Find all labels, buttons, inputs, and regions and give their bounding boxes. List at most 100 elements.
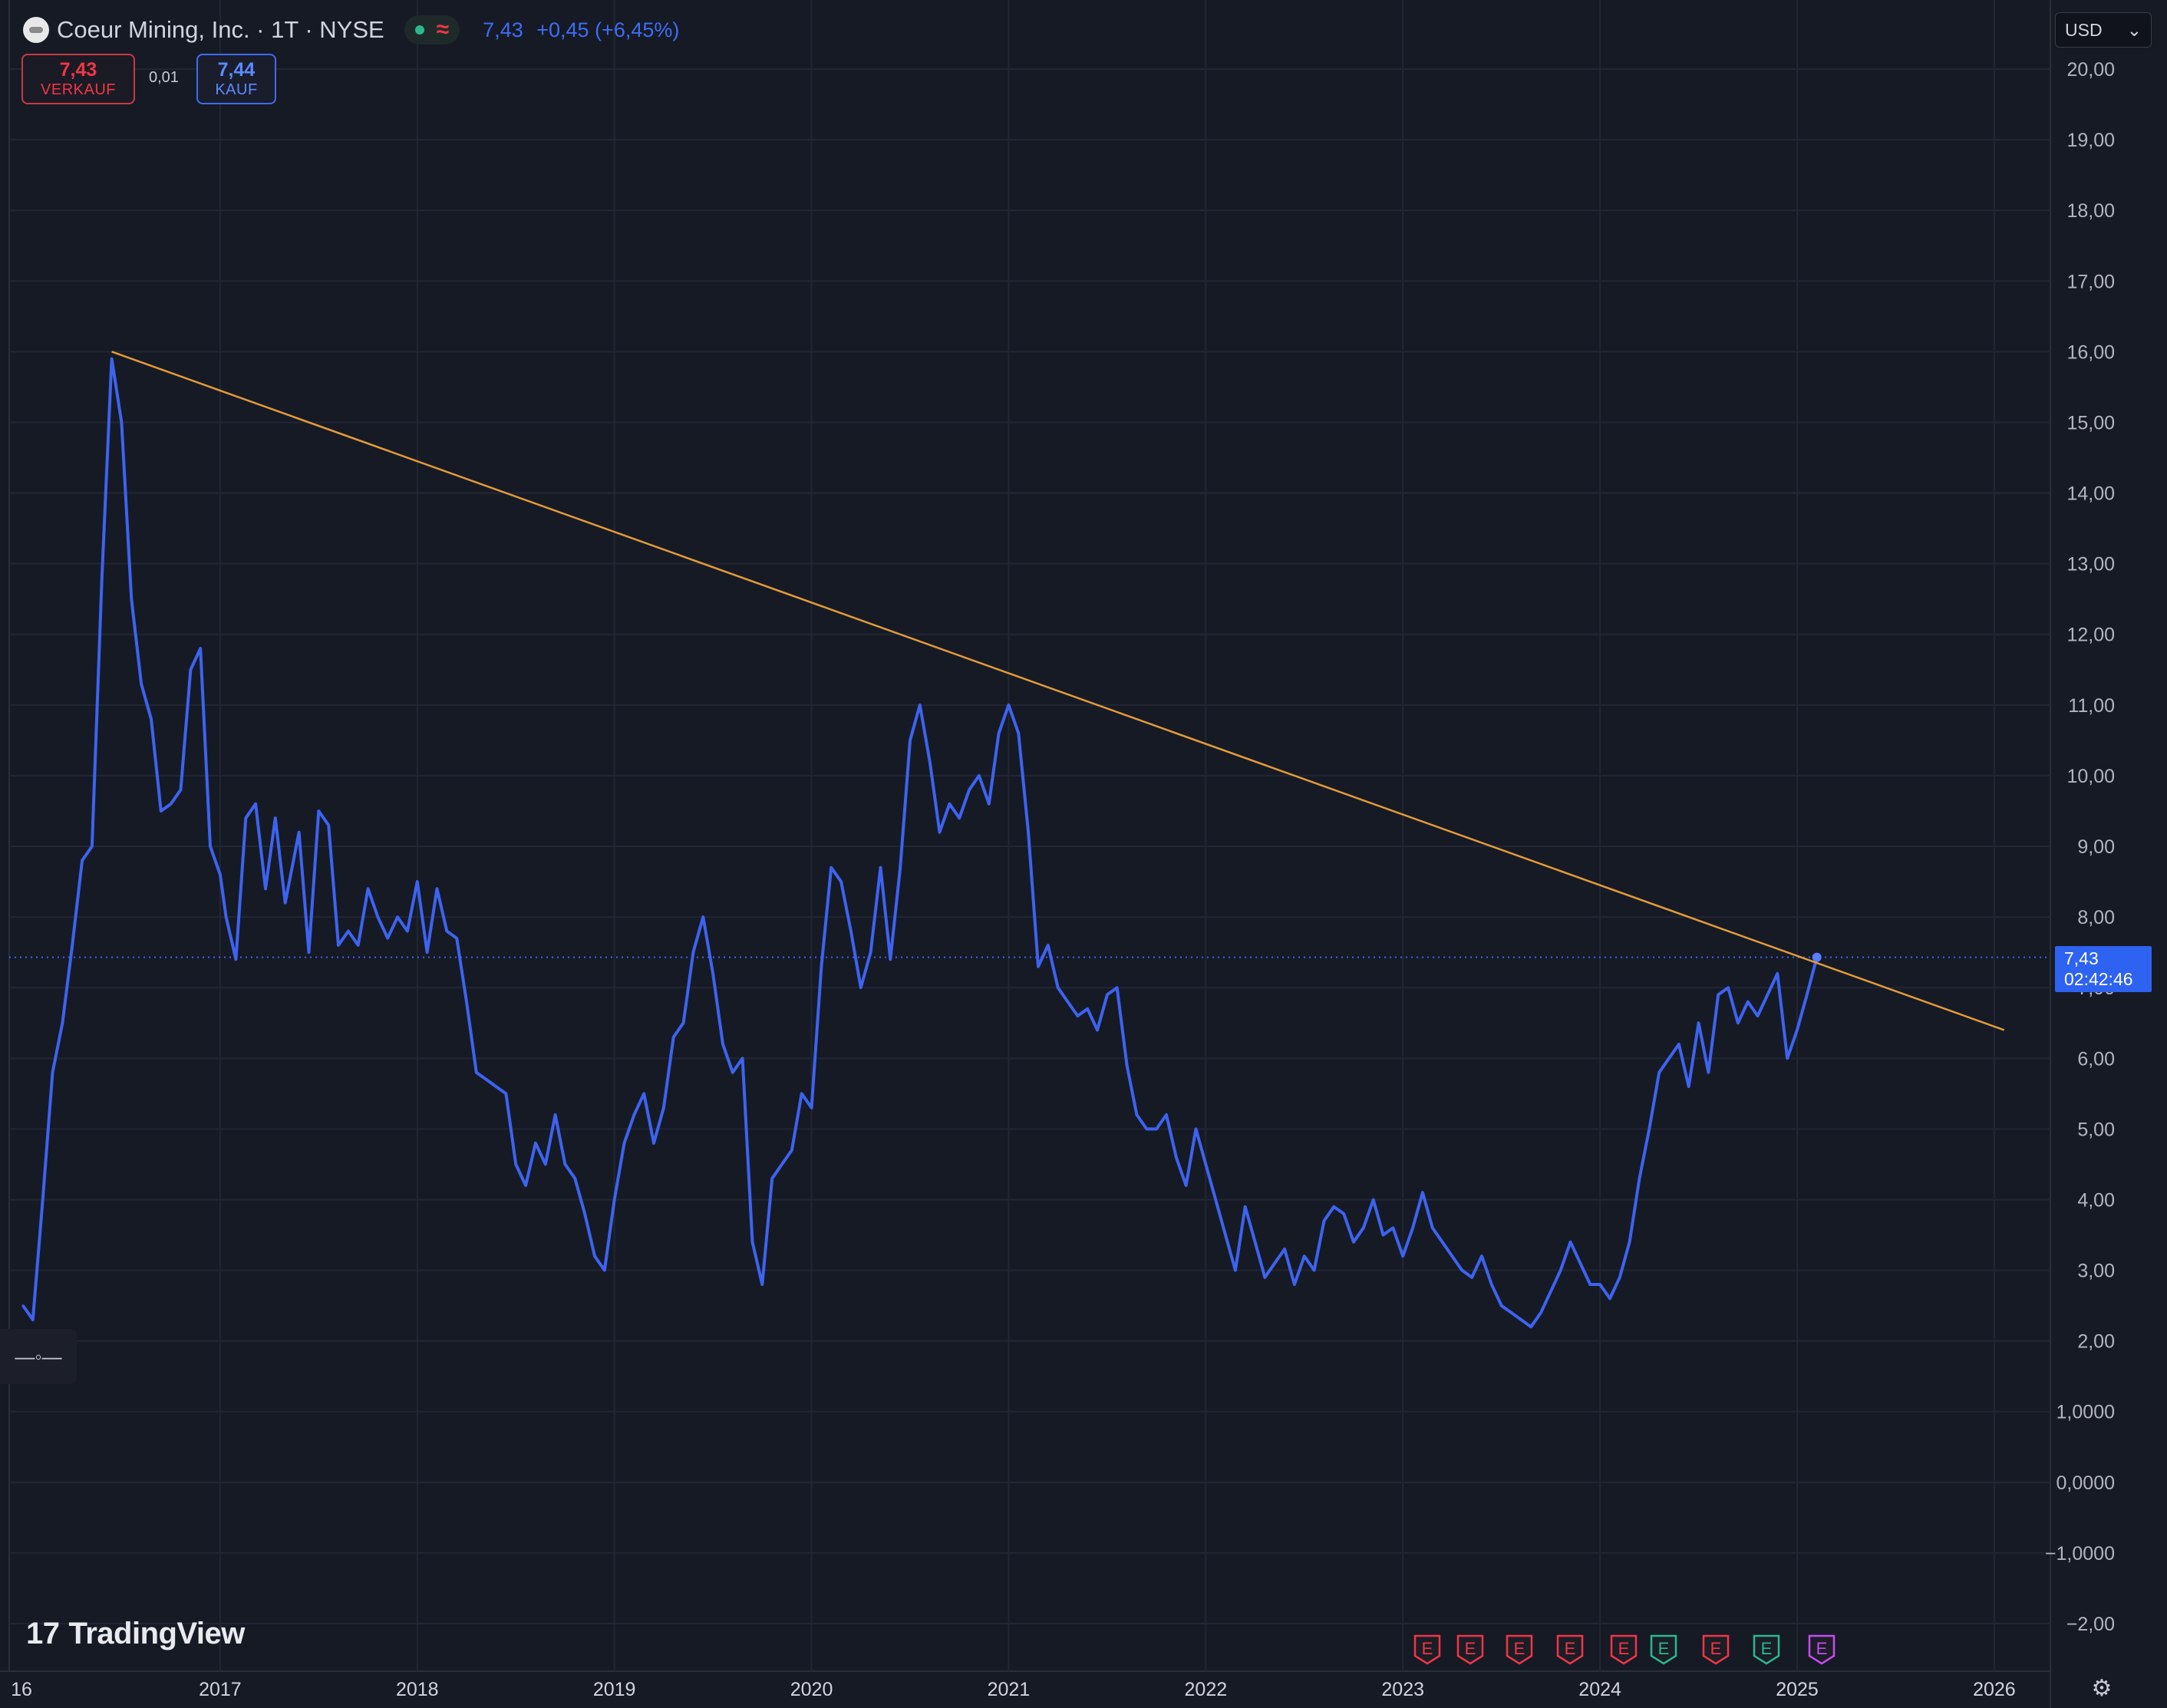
x-tick-label: 2020	[790, 1679, 833, 1700]
earnings-marker[interactable]: E	[1506, 1634, 1533, 1665]
earnings-marker[interactable]: E	[1702, 1634, 1730, 1665]
price-point	[31, 1318, 35, 1321]
earnings-marker[interactable]: E	[1753, 1634, 1780, 1665]
earnings-marker[interactable]: E	[1413, 1634, 1441, 1665]
drawing-tool-toggle[interactable]: —◦—	[0, 1329, 77, 1384]
settings-gear-icon[interactable]: ⚙	[2091, 1676, 2113, 1701]
price-point	[909, 739, 912, 742]
price-point	[150, 717, 153, 720]
price-point	[731, 1071, 734, 1074]
price-point	[1806, 993, 1809, 996]
earnings-label: E	[1514, 1639, 1525, 1658]
price-point	[899, 866, 902, 869]
earnings-badge	[1610, 1634, 1638, 1665]
price-point	[225, 915, 228, 918]
price-point	[1027, 831, 1030, 834]
market-open-dot-icon	[414, 25, 424, 35]
price-point	[71, 944, 74, 947]
price-point	[721, 1043, 724, 1046]
x-tick-label: 2023	[1381, 1679, 1424, 1700]
y-tick-label: 5,00	[2077, 1119, 2115, 1140]
earnings-marker[interactable]: E	[1456, 1634, 1484, 1665]
price-point	[170, 803, 173, 806]
price-point	[889, 958, 892, 961]
price-point	[1313, 1269, 1316, 1272]
price-point	[524, 1184, 527, 1187]
price-point	[741, 1057, 744, 1060]
price-point	[1214, 1198, 1217, 1201]
price-point	[130, 598, 133, 601]
price-point	[274, 816, 277, 819]
price-point	[1569, 1241, 1572, 1244]
price-point	[396, 915, 399, 918]
earnings-badge	[1413, 1634, 1441, 1665]
tradingview-logo[interactable]: 17 TradingView	[26, 1617, 245, 1651]
price-point	[1234, 1269, 1237, 1272]
earnings-marker[interactable]: E	[1808, 1634, 1836, 1665]
price-point	[1796, 1028, 1799, 1031]
earnings-badge	[1506, 1634, 1533, 1665]
price-point	[264, 887, 267, 890]
price-point	[386, 937, 389, 940]
earnings-marker[interactable]: E	[1650, 1634, 1677, 1665]
y-tick-label: 13,00	[2066, 554, 2115, 575]
price-point	[810, 1106, 813, 1110]
buy-button[interactable]: 7,44 KAUF	[196, 54, 276, 104]
price-point	[1254, 1241, 1257, 1244]
price-tag-value: 7,43	[2064, 948, 2099, 968]
price-point	[691, 951, 694, 954]
price-point	[1460, 1269, 1463, 1272]
price-point	[61, 1021, 64, 1024]
earnings-label: E	[1618, 1639, 1630, 1658]
tradingview-mark-icon: 17	[26, 1617, 60, 1650]
earnings-marker[interactable]: E	[1556, 1634, 1584, 1665]
price-point	[820, 965, 823, 968]
price-point	[1510, 1311, 1513, 1314]
earnings-marker[interactable]: E	[1610, 1634, 1638, 1665]
price-point	[1411, 1226, 1414, 1229]
price-point	[830, 866, 833, 869]
y-tick-label: 20,00	[2066, 59, 2115, 81]
price-point	[1332, 1205, 1335, 1208]
sell-button[interactable]: 7,43 VERKAUF	[21, 54, 135, 104]
symbol-title[interactable]: Coeur Mining, Inc. · 1T · NYSE	[57, 16, 384, 43]
market-status[interactable]: ≈	[404, 15, 460, 45]
price-point	[347, 930, 350, 933]
price-point	[426, 951, 429, 954]
price-point	[160, 809, 163, 813]
earnings-label: E	[1710, 1639, 1722, 1658]
price-point	[51, 1071, 54, 1074]
price-point	[623, 1142, 626, 1145]
plot-layer	[9, 351, 2050, 1329]
y-tick-label: 1,0000	[2057, 1402, 2115, 1423]
price-point	[1539, 1311, 1542, 1314]
y-tick-label: 6,00	[2077, 1048, 2115, 1070]
price-point	[91, 845, 94, 848]
x-tick-label: 2021	[988, 1679, 1031, 1700]
earnings-badge	[1650, 1634, 1677, 1665]
header-price: 7,43 +0,45 (+6,45%)	[483, 18, 687, 42]
price-point	[1677, 1043, 1680, 1046]
price-point	[573, 1177, 576, 1180]
y-tick-label: −2,00	[2066, 1614, 2115, 1635]
price-point	[1588, 1283, 1591, 1286]
currency-value: USD	[2065, 19, 2103, 40]
price-point	[1618, 1276, 1621, 1279]
earnings-badge	[1556, 1634, 1584, 1665]
currency-select[interactable]: USD ⌄	[2055, 12, 2152, 48]
price-point	[928, 760, 932, 763]
price-point	[1175, 1156, 1178, 1159]
price-point	[1086, 1007, 1089, 1011]
price-point	[1441, 1241, 1444, 1244]
price-point	[1185, 1184, 1188, 1187]
price-point	[760, 1283, 764, 1286]
price-point	[1067, 1001, 1070, 1004]
earnings-label: E	[1465, 1639, 1476, 1658]
price-point	[1076, 1014, 1079, 1017]
price-point	[1756, 1014, 1760, 1017]
price-point	[1529, 1325, 1532, 1328]
price-point	[406, 930, 409, 933]
price-point	[1470, 1276, 1473, 1279]
